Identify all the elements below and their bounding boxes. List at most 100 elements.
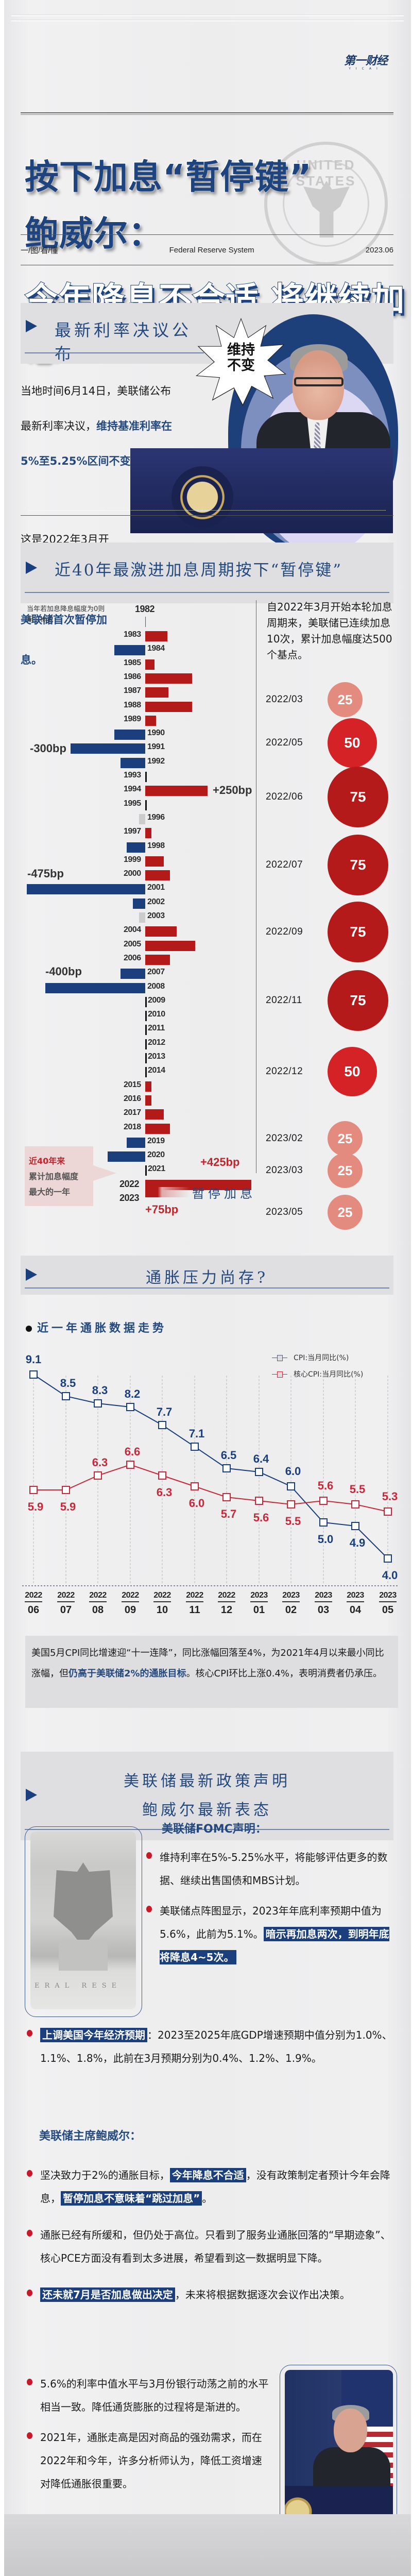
paper-edge [11,14,404,16]
section-header-inflation: 通胀压力尚存? [21,1256,393,1295]
hike-row: 2023/02 25 [266,1121,363,1156]
x-tick: 2023 01 [250,1591,268,1616]
bar-year-label: 2009 [148,995,165,1005]
data-point [319,1497,328,1505]
bar-row: 1984 [4,644,256,656]
yicai-logo: 第一财经 YICAI [344,52,388,71]
pause-label: 暂停加息 [192,1187,256,1201]
hike-date: 2023/03 [266,1165,303,1176]
data-point [287,1500,295,1509]
bar-year-label: 1993 [124,771,141,779]
bar-year-label: 2010 [148,1010,165,1019]
bar-row: 1985 [4,658,256,670]
data-point [351,1500,359,1509]
bar-row: 2009 [4,995,256,1007]
bar-row: 1987 [4,686,256,698]
powell-bullets: 坚决致力于2%的通胀目标， 今年降息不合适 ，没有政策制定者预计今年会降息， 暂停加息… [25,2164,399,2314]
data-label: 5.0 [318,1533,334,1546]
bar-row: 2003 [4,911,256,923]
bar [145,1011,147,1022]
bar-year-label: 2002 [147,897,165,906]
bar [145,800,147,810]
bar-year-label: 1986 [124,672,141,681]
hike-bubble: 25 [328,1195,363,1230]
triangle-icon [26,320,37,332]
bullet-item: 5.6%的利率中值水平与3月份银行动荡之前的水平相当一致。降低通货膨胀的过程将是… [25,2372,272,2419]
hike-date: 2022/11 [266,995,302,1006]
bar-year-label: 1988 [124,700,141,709]
data-label: 6.0 [285,1465,301,1478]
meta-left: 一/图/看/懂 [21,246,58,255]
data-label: 6.5 [221,1449,237,1462]
bar [145,954,170,965]
bar-year-label: 2007 [147,968,165,977]
bar [139,912,145,923]
data-label: 6.0 [189,1497,205,1510]
bullet-item: 上调美国今年经济预期 ：2023至2025年底GDP增速预期中值分别为1.0%、1… [25,2024,399,2070]
data-label: 5.5 [285,1515,301,1528]
bar-year-label: 1995 [124,799,141,808]
bar-annotation: +75bp [145,1203,179,1216]
bar-row: 2019 [4,1136,256,1148]
callout-box: 近40年来 累计加息幅度 最大的一年 [25,1146,93,1206]
bar-year-label: 1996 [147,812,165,822]
x-tick: 2023 04 [347,1591,364,1616]
bar-year-label: 2012 [148,1038,165,1047]
data-point [29,1370,38,1379]
board-of-governors-seal-icon [171,466,233,528]
data-point [255,1468,263,1476]
burst-text: 维持不变 [227,342,255,374]
bar-row: 1992 [4,757,256,768]
hike-row: 2023/05 25 [266,1195,363,1230]
data-label: 7.7 [157,1405,173,1418]
bar-row: 2010 [4,1010,256,1022]
bar-row: 1998 [4,841,256,853]
bar-row: 2002 [4,897,256,909]
data-label: 5.6 [318,1479,334,1492]
bar [145,1053,147,1063]
bar-annotation: -400bp [45,965,82,978]
logo-subtext: YICAI [349,67,383,71]
bar-row: 2023 [4,1193,256,1204]
data-label: 5.7 [221,1507,237,1520]
federal-reserve-seal-icon: UNITED STATES [264,142,388,265]
bar [114,730,145,740]
meta-row: 一/图/看/懂 Federal Reserve System 2023.06 [21,234,393,265]
x-tick: 2022 11 [186,1591,203,1616]
bar-row: 2001 [4,883,256,895]
bar-year-label: 2020 [147,1150,165,1160]
bar-year-label: 2003 [147,911,165,920]
bar [145,1067,147,1078]
bar [145,856,164,867]
bar [145,926,177,937]
bar-row: 1988 [4,700,256,712]
footer [4,2514,411,2576]
hike-bubble: 25 [328,1153,363,1188]
bar-row: 2011 [4,1024,256,1036]
data-label: 8.5 [60,1377,76,1389]
bar [145,631,167,641]
triangle-icon [26,1789,37,1801]
section-header-hike-cycle: 近40年最激进加息周期按下“暂停键” [21,543,393,603]
bar-year-label: 1983 [124,630,141,639]
bar-year-label: 1991 [147,742,165,752]
data-label: 6.4 [253,1452,269,1465]
bar [145,659,155,670]
hike-row: 2022/05 50 [266,718,377,768]
bullet-item: 通胀已经有所缓和，但仍处于高位。只看到了服务业通胀回落的“早期迹象”、核心PCE… [25,2224,399,2270]
bar-row: 2020 [4,1150,256,1162]
bar-chart-note: 当年若加息降息幅度为0则用 | 标记 [27,605,105,624]
bar-year-label: 1990 [147,728,165,738]
data-label: 5.6 [253,1511,269,1524]
infographic-page: 第一财经 YICAI UNITED STATES 按下加息“暂停键” 鲍威尔： … [4,0,411,2576]
bar [145,1039,147,1049]
data-label: 8.3 [92,1384,108,1397]
powell-press-photo [285,2370,393,2535]
triangle-icon [26,1268,37,1281]
bar-year-label: 2019 [147,1136,165,1145]
hike-bubble: 25 [328,682,363,717]
data-point [222,1464,231,1472]
bar-year-label: 2018 [124,1122,141,1131]
bar [70,743,145,754]
powell-remarks-title: 美联储主席鲍威尔： [39,2130,142,2143]
